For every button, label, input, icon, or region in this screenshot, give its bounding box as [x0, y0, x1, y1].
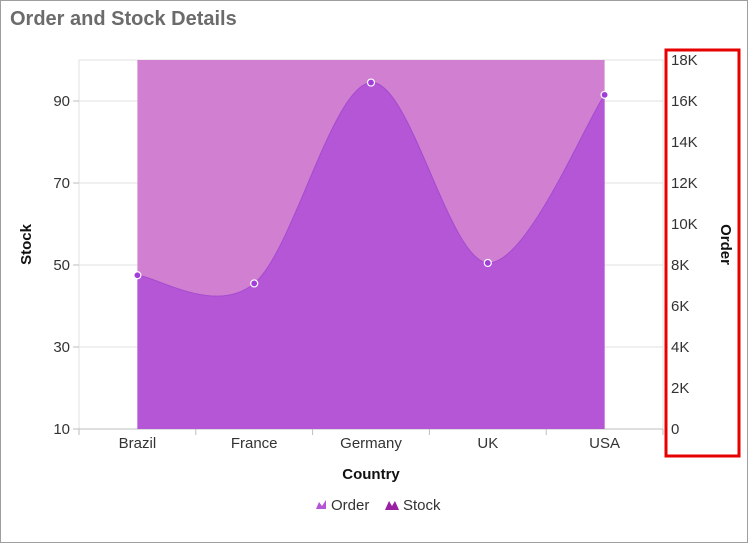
- y2-tick-label: 6K: [671, 298, 689, 315]
- y2-tick-label: 2K: [671, 380, 689, 397]
- data-point-order: [600, 90, 609, 99]
- x-tick-label: Brazil: [119, 435, 157, 452]
- y2-tick-label: 4K: [671, 339, 689, 356]
- legend-label-order: Order: [331, 497, 369, 514]
- y2-tick-label: 12K: [671, 175, 698, 192]
- y2-tick-label: 10K: [671, 216, 698, 233]
- y2-tick-label: 0: [671, 421, 679, 438]
- chart-title: Order and Stock Details: [10, 8, 237, 30]
- y2-tick-label: 16K: [671, 93, 698, 110]
- legend-label-stock: Stock: [403, 497, 441, 514]
- y2-tick-label: 14K: [671, 134, 698, 151]
- series-line-order: [137, 82, 606, 297]
- secondary-axis-highlight: [664, 48, 741, 458]
- y2-axis-title: Order: [717, 224, 734, 265]
- x-tick-label: France: [231, 435, 278, 452]
- x-tick-label: USA: [589, 435, 620, 452]
- x-tick-label: UK: [477, 435, 498, 452]
- y-tick-label: 90: [53, 93, 70, 110]
- data-point-order: [483, 258, 492, 268]
- y-axis-title: Stock: [18, 223, 35, 265]
- data-point-order: [366, 78, 376, 87]
- data-point-order: [133, 271, 142, 280]
- legend-icon-order: [316, 500, 326, 509]
- series-area-order: [137, 82, 605, 429]
- y2-tick-label: 8K: [671, 257, 689, 274]
- data-point-order: [250, 279, 259, 288]
- x-axis-title: Country: [342, 466, 400, 483]
- y-tick-label: 10: [53, 421, 70, 438]
- y-tick-label: 50: [53, 257, 70, 274]
- legend-icon-stock: [385, 501, 399, 510]
- x-tick-label: Germany: [340, 435, 402, 452]
- y2-tick-label: 18K: [671, 52, 698, 69]
- y-tick-label: 70: [53, 175, 70, 192]
- y-tick-label: 30: [53, 339, 70, 356]
